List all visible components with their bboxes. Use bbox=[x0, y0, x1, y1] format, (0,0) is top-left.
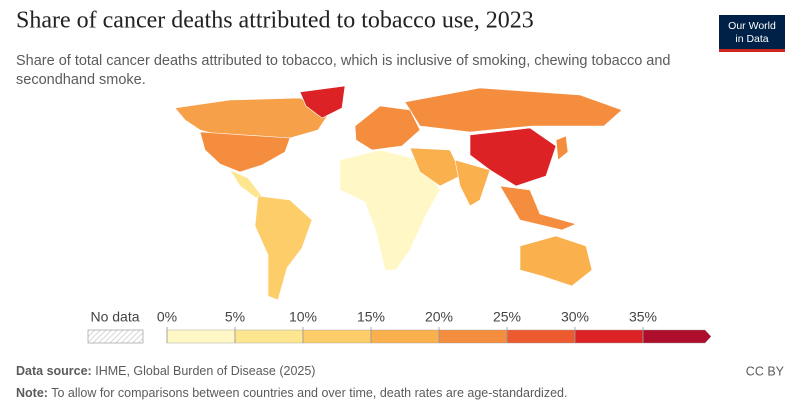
no-data-swatch bbox=[87, 329, 144, 344]
legend-bin bbox=[302, 329, 372, 344]
legend-tick-label: 15% bbox=[357, 309, 385, 325]
legend-tick-label: 5% bbox=[225, 309, 245, 325]
country[interactable] bbox=[404, 87, 623, 133]
legend-bin bbox=[574, 329, 644, 344]
country[interactable] bbox=[454, 159, 491, 207]
legend-bin bbox=[166, 329, 236, 344]
source-text: IHME, Global Burden of Disease (2025) bbox=[95, 364, 315, 378]
legend: No data 0% 5% 10% 15% 20% 25% 30% 35% bbox=[87, 309, 712, 344]
subtitle-line: secondhand smoke. bbox=[16, 72, 146, 88]
legend-tick-label: 25% bbox=[493, 309, 521, 325]
logo-box[interactable] bbox=[719, 15, 785, 52]
legend-bin bbox=[438, 329, 508, 344]
country[interactable] bbox=[469, 127, 557, 187]
country[interactable] bbox=[409, 147, 463, 187]
subtitle: Share of total cancer deaths attributed … bbox=[16, 53, 670, 88]
country[interactable] bbox=[174, 97, 331, 139]
subtitle-line: Share of total cancer deaths attributed … bbox=[16, 53, 670, 69]
legend-tick-label: 20% bbox=[425, 309, 453, 325]
source-label: Data source: bbox=[16, 364, 92, 378]
country[interactable] bbox=[499, 185, 577, 231]
country[interactable] bbox=[299, 85, 346, 119]
country[interactable] bbox=[254, 195, 313, 301]
legend-tick-label: 10% bbox=[289, 309, 317, 325]
logo-text: Our World bbox=[728, 20, 776, 32]
note-label: Note: bbox=[16, 386, 48, 400]
title: Share of cancer deaths attributed to tob… bbox=[16, 8, 534, 34]
country[interactable] bbox=[519, 235, 593, 287]
legend-bin bbox=[506, 329, 576, 344]
note: Note: To allow for comparisons between c… bbox=[16, 386, 567, 400]
legend-tick-label: 30% bbox=[561, 309, 589, 325]
legend-tick-label: 35% bbox=[629, 309, 657, 325]
country[interactable] bbox=[555, 135, 569, 161]
country[interactable] bbox=[199, 131, 291, 173]
legend-bin bbox=[642, 329, 712, 344]
country[interactable] bbox=[354, 105, 421, 151]
logo-stripe bbox=[719, 49, 785, 52]
note-text: To allow for comparisons between countri… bbox=[51, 386, 567, 400]
license[interactable]: CC BY bbox=[746, 364, 785, 378]
source: Data source: IHME, Global Burden of Dise… bbox=[16, 364, 315, 378]
country[interactable] bbox=[339, 149, 441, 271]
legend-bin bbox=[234, 329, 304, 344]
no-data-label: No data bbox=[90, 309, 139, 325]
world-map bbox=[174, 85, 623, 301]
legend-tick-label: 0% bbox=[157, 309, 177, 325]
logo-text: in Data bbox=[735, 33, 768, 45]
legend-bin bbox=[370, 329, 440, 344]
country[interactable] bbox=[229, 169, 263, 199]
